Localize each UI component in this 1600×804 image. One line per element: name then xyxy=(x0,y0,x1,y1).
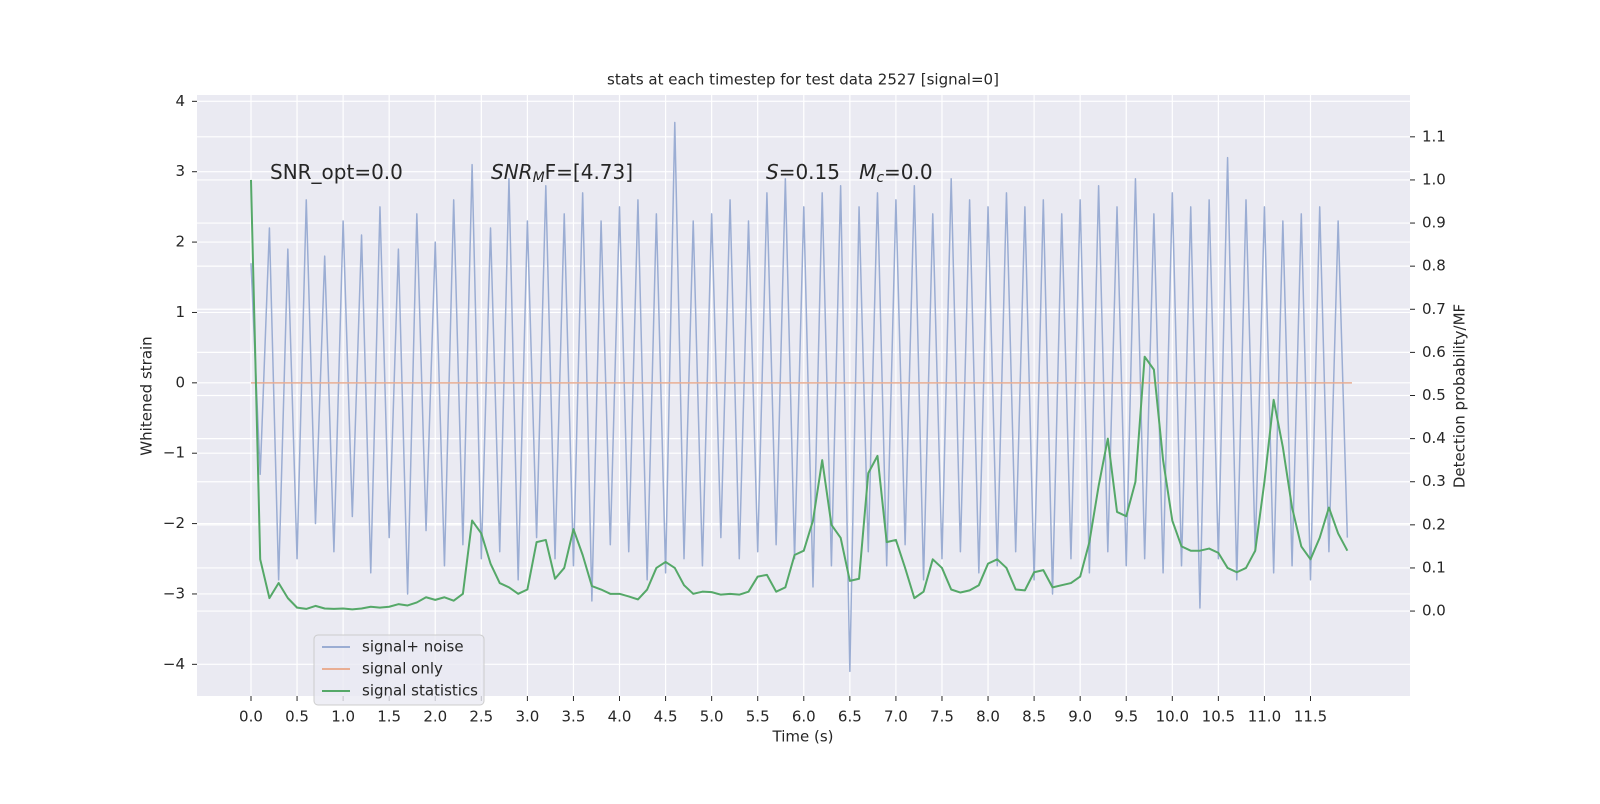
legend-label: signal only xyxy=(362,660,443,678)
annotation-part: S xyxy=(766,160,779,184)
legend-frame xyxy=(313,634,485,706)
y-tick-label: 0 xyxy=(175,373,185,391)
y-axis-label: Whitened strain xyxy=(138,336,156,455)
x-tick-label: 0.0 xyxy=(239,708,263,726)
y2-tick-label: 0.0 xyxy=(1422,602,1446,620)
x-tick-label: 4.0 xyxy=(608,708,632,726)
y2-axis-label: Detection probability/MF xyxy=(1451,304,1469,488)
x-tick-label: 6.0 xyxy=(792,708,816,726)
x-tick-label: 8.5 xyxy=(1022,708,1046,726)
annotation: S=0.15 Mc=0.0 xyxy=(766,160,933,187)
annotation: SNR_opt=0.0 xyxy=(270,160,403,184)
chart-title: stats at each timestep for test data 252… xyxy=(607,71,999,89)
x-tick-label: 10.5 xyxy=(1202,708,1235,726)
y2-tick-label: 1.0 xyxy=(1422,170,1446,188)
y-tick-label: −1 xyxy=(163,444,185,462)
x-tick-label: 6.5 xyxy=(838,708,862,726)
y2-tick-label: 0.3 xyxy=(1422,472,1446,490)
annotation-part: M xyxy=(859,160,876,184)
y2-tick-label: 0.7 xyxy=(1422,300,1446,318)
legend-label: signal+ noise xyxy=(362,638,464,656)
y2-tick-label: 0.4 xyxy=(1422,429,1446,447)
x-tick-label: 2.0 xyxy=(423,708,447,726)
annotation-part: SNR xyxy=(491,160,533,184)
y-tick-label: 4 xyxy=(175,92,185,110)
annotations: SNR_opt=0.0 SNRMF=[4.73] S=0.15 Mc=0.0 xyxy=(270,160,933,187)
x-tick-label: 2.5 xyxy=(469,708,493,726)
annotation-part: c xyxy=(876,170,884,186)
annotation-part: SNR_opt=0.0 xyxy=(270,160,403,184)
x-tick-label: 7.5 xyxy=(930,708,954,726)
y2-tick-label: 0.9 xyxy=(1422,214,1446,232)
x-tick-label: 5.5 xyxy=(746,708,770,726)
y2-tick-label: 0.1 xyxy=(1422,558,1446,576)
annotation-part: =0.0 xyxy=(884,160,933,184)
legend: signal+ noise signal only signal statistic… xyxy=(313,634,485,706)
x-tick-label: 1.5 xyxy=(377,708,401,726)
y2-tick-label: 1.1 xyxy=(1422,127,1446,145)
x-tick-label: 11.5 xyxy=(1294,708,1327,726)
y2-tick-label: 0.2 xyxy=(1422,515,1446,533)
annotation-part: =0.15 xyxy=(779,160,859,184)
x-tick-label: 1.0 xyxy=(331,708,355,726)
x-tick-label: 9.5 xyxy=(1114,708,1138,726)
x-tick-label: 7.0 xyxy=(884,708,908,726)
x-tick-label: 3.0 xyxy=(515,708,539,726)
x-tick-label: 11.0 xyxy=(1248,708,1281,726)
annotation-part: M xyxy=(533,170,545,186)
y-tick-label: −4 xyxy=(163,655,185,673)
y-tick-label: 1 xyxy=(175,303,185,321)
x-tick-label: 8.0 xyxy=(976,708,1000,726)
y-tick-label: 2 xyxy=(175,233,185,251)
x-tick-label: 3.5 xyxy=(562,708,586,726)
ticks: 0.0 0.5 1.0 1.5 2.0 2.5 3.0 3.5 4.0 4.5 5.0 5.5 6.0 6… xyxy=(163,92,1446,726)
annotation: SNRMF=[4.73] xyxy=(491,160,633,187)
x-axis-label: Time (s) xyxy=(772,728,834,746)
x-tick-label: 10.0 xyxy=(1156,708,1189,726)
marks xyxy=(249,121,1352,673)
x-tick-label: 9.0 xyxy=(1068,708,1092,726)
y-tick-label: −2 xyxy=(163,514,185,532)
y2-tick-label: 0.8 xyxy=(1422,257,1446,275)
y2-tick-label: 0.6 xyxy=(1422,343,1446,361)
x-tick-label: 0.5 xyxy=(285,708,309,726)
y-tick-label: −3 xyxy=(163,584,185,602)
y2-tick-label: 0.5 xyxy=(1422,386,1446,404)
legend-label: signal statistics xyxy=(362,682,478,700)
y-tick-label: 3 xyxy=(175,162,185,180)
x-tick-label: 5.0 xyxy=(700,708,724,726)
x-tick-label: 4.5 xyxy=(654,708,678,726)
annotation-part: F=[4.73] xyxy=(545,160,633,184)
series-line xyxy=(249,179,1349,611)
